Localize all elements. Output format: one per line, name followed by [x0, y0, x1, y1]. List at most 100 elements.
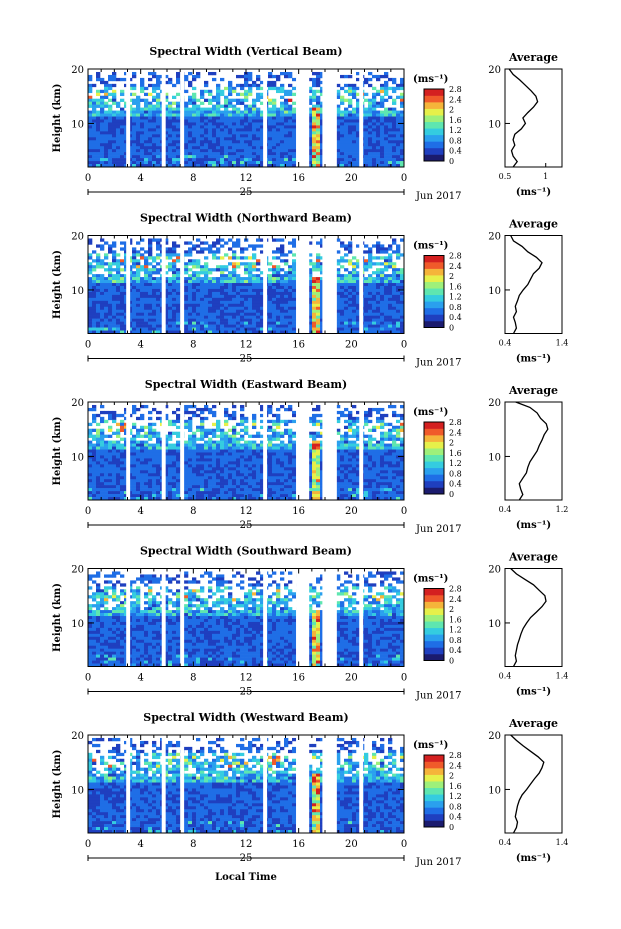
heatmap-cell: [336, 125, 341, 129]
heatmap-cell: [260, 140, 265, 144]
heatmap-cell: [140, 283, 145, 287]
heatmap-cell: [288, 318, 293, 322]
heatmap-cell: [164, 446, 169, 450]
heatmap-cell: [348, 122, 353, 126]
heatmap-cell: [120, 315, 125, 319]
heatmap-cell: [116, 473, 121, 477]
heatmap-cell: [312, 77, 317, 82]
heatmap-cell: [260, 110, 265, 114]
heatmap-cell: [168, 449, 173, 453]
heatmap-cell: [164, 74, 169, 79]
heatmap-cell: [280, 291, 285, 296]
heatmap-cell: [108, 288, 113, 293]
heatmap-cell: [256, 158, 261, 162]
heatmap-cell: [156, 244, 161, 248]
heatmap-cell: [196, 104, 201, 108]
heatmap-cell: [392, 265, 397, 269]
heatmap-cell: [148, 101, 153, 105]
heatmap-cell: [216, 288, 221, 293]
heatmap-cell: [352, 113, 357, 117]
heatmap-cell: [380, 110, 385, 114]
heatmap-cell: [208, 285, 213, 290]
heatmap-cell: [140, 476, 145, 480]
heatmap-cell: [320, 277, 325, 281]
heatmap-cell: [92, 312, 97, 316]
heatmap-cell: [192, 152, 197, 156]
heatmap-cell: [252, 155, 257, 159]
heatmap-cell: [136, 271, 141, 275]
heatmap-cell: [208, 330, 213, 334]
heatmap-cell: [184, 253, 189, 257]
heatmap-cell: [100, 327, 105, 331]
heatmap-cell: [116, 110, 121, 114]
heatmap-cell: [92, 83, 97, 88]
heatmap-cell: [88, 479, 93, 483]
heatmap-cell: [388, 244, 393, 248]
heatmap-cell: [280, 95, 285, 99]
heatmap-cell: [388, 131, 393, 135]
heatmap-cell: [340, 288, 345, 293]
heatmap-cell: [384, 280, 389, 284]
heatmap-cell: [224, 143, 229, 147]
heatmap-cell: [368, 288, 373, 293]
heatmap-cell: [216, 280, 221, 284]
heatmap-cell: [136, 280, 141, 284]
heatmap-cell: [124, 116, 129, 120]
heatmap-cell: [216, 312, 221, 316]
heatmap-cell: [396, 312, 401, 316]
heatmap-cell: [136, 315, 141, 319]
heatmap-cell: [128, 321, 133, 325]
heatmap-cell: [320, 134, 325, 138]
heatmap-cell: [392, 143, 397, 147]
heatmap-cell: [208, 101, 213, 105]
heatmap-cell: [276, 283, 281, 287]
heatmap-cell: [92, 467, 97, 471]
heatmap-cell: [356, 277, 361, 281]
heatmap-cell: [348, 294, 353, 299]
heatmap-cell: [320, 288, 325, 293]
heatmap-cell: [352, 116, 357, 120]
heatmap-cell: [272, 300, 277, 305]
heatmap-cell: [248, 321, 253, 325]
heatmap-cell: [288, 250, 293, 254]
heatmap-cell: [132, 476, 137, 480]
heatmap-cell: [256, 303, 261, 308]
heatmap-cell: [356, 143, 361, 147]
heatmap-cell: [168, 122, 173, 126]
heatmap-cell: [312, 315, 317, 319]
heatmap-cell: [156, 149, 161, 153]
heatmap-cell: [344, 155, 349, 159]
heatmap-cell: [88, 461, 93, 465]
heatmap-cell: [188, 71, 193, 76]
heatmap-cell: [128, 309, 133, 314]
heatmap-cell: [256, 244, 261, 248]
heatmap-cell: [172, 262, 177, 266]
heatmap-cell: [100, 476, 105, 480]
heatmap-cell: [272, 318, 277, 322]
heatmap-cell: [388, 265, 393, 269]
heatmap-cell: [152, 479, 157, 483]
heatmap-cell: [184, 262, 189, 266]
heatmap-cell: [288, 113, 293, 117]
heatmap-cell: [140, 268, 145, 272]
heatmap-cell: [252, 330, 257, 334]
heatmap-cell: [108, 446, 113, 450]
heatmap-cell: [204, 247, 209, 251]
heatmap-cell: [388, 143, 393, 147]
heatmap-cell: [168, 125, 173, 129]
heatmap-cell: [288, 131, 293, 135]
heatmap-cell: [392, 158, 397, 162]
heatmap-cell: [248, 330, 253, 334]
heatmap-cell: [108, 285, 113, 290]
colorbar-swatch: [424, 288, 444, 296]
heatmap-cell: [112, 312, 117, 316]
heatmap-cell: [108, 137, 113, 141]
heatmap-cell: [140, 253, 145, 257]
heatmap-cell: [116, 327, 121, 331]
heatmap-cell: [344, 259, 349, 263]
heatmap-cell: [384, 74, 389, 79]
heatmap-cell: [188, 262, 193, 266]
heatmap-cell: [128, 110, 133, 114]
heatmap-cell: [260, 291, 265, 296]
heatmap-cell: [188, 101, 193, 105]
